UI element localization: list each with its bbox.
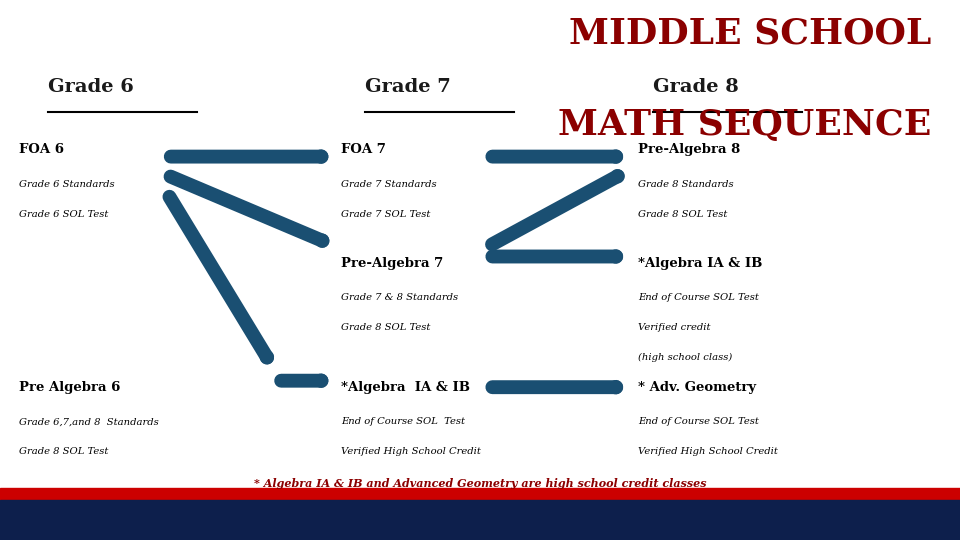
Text: Grade 7 & 8 Standards: Grade 7 & 8 Standards	[341, 293, 458, 302]
Text: MATH SEQUENCE: MATH SEQUENCE	[558, 108, 931, 142]
Text: Verified High School Credit: Verified High School Credit	[638, 447, 779, 456]
Text: (high school class): (high school class)	[638, 353, 732, 362]
Text: Grade 7: Grade 7	[365, 78, 450, 96]
Text: Pre-Algebra 8: Pre-Algebra 8	[638, 143, 741, 156]
Text: * Adv. Geometry: * Adv. Geometry	[638, 381, 756, 394]
Text: Grade 8: Grade 8	[653, 78, 738, 96]
Text: Verified credit: Verified credit	[638, 323, 711, 332]
Text: Grade 8 Standards: Grade 8 Standards	[638, 180, 734, 189]
Text: Grade 8 SOL Test: Grade 8 SOL Test	[19, 447, 108, 456]
Text: End of Course SOL Test: End of Course SOL Test	[638, 293, 759, 302]
Bar	[0, 500, 960, 540]
Text: Grade 8 SOL Test: Grade 8 SOL Test	[341, 323, 430, 332]
Bar	[0, 488, 960, 500]
Text: Grade 6: Grade 6	[48, 78, 133, 96]
Text: FOA 6: FOA 6	[19, 143, 64, 156]
Text: Pre-Algebra 7: Pre-Algebra 7	[341, 256, 444, 269]
Text: End of Course SOL  Test: End of Course SOL Test	[341, 417, 465, 427]
Text: FOA 7: FOA 7	[341, 143, 386, 156]
Text: End of Course SOL Test: End of Course SOL Test	[638, 417, 759, 427]
Text: * Algebra IA & IB and Advanced Geometry are high school credit classes: * Algebra IA & IB and Advanced Geometry …	[253, 478, 707, 489]
Text: Grade 6,7,and 8  Standards: Grade 6,7,and 8 Standards	[19, 417, 159, 427]
Text: Grade 6 SOL Test: Grade 6 SOL Test	[19, 210, 108, 219]
Text: Grade 8 SOL Test: Grade 8 SOL Test	[638, 210, 728, 219]
Text: *Algebra  IA & IB: *Algebra IA & IB	[341, 381, 469, 394]
Text: Grade 6 Standards: Grade 6 Standards	[19, 180, 115, 189]
Text: MIDDLE SCHOOL: MIDDLE SCHOOL	[569, 16, 931, 50]
Text: Grade 7 SOL Test: Grade 7 SOL Test	[341, 210, 430, 219]
Text: *Algebra IA & IB: *Algebra IA & IB	[638, 256, 763, 269]
Text: Verified High School Credit: Verified High School Credit	[341, 447, 481, 456]
Text: Pre Algebra 6: Pre Algebra 6	[19, 381, 121, 394]
Text: Grade 7 Standards: Grade 7 Standards	[341, 180, 437, 189]
